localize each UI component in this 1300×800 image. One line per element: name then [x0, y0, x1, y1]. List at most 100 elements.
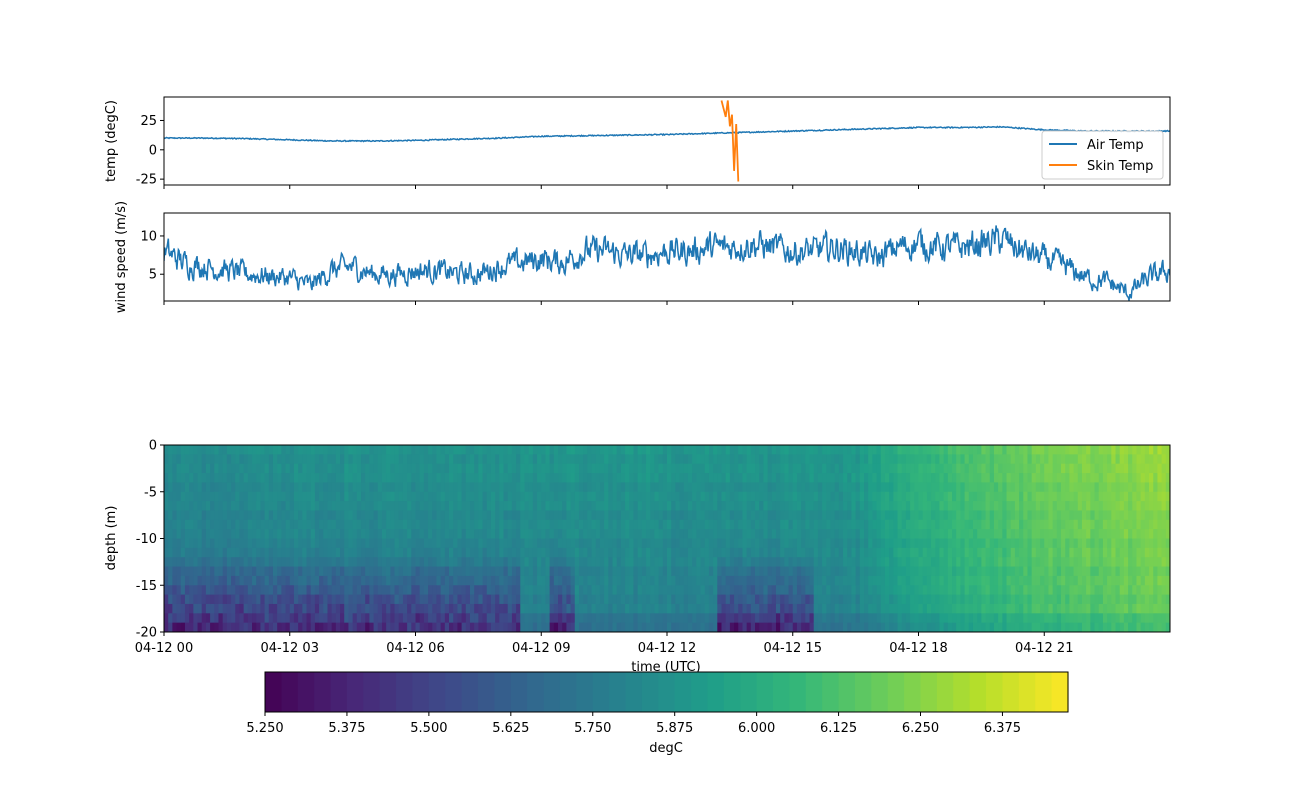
heatmap-cell — [1031, 445, 1037, 455]
heatmap-cell — [926, 622, 932, 632]
heatmap-cell — [1027, 529, 1033, 540]
heatmap-cell — [428, 547, 433, 558]
heatmap-cell — [717, 613, 723, 624]
heatmap-cell — [558, 454, 563, 465]
heatmap-cell — [905, 575, 911, 586]
heatmap-cell — [377, 454, 383, 465]
heatmap-cell — [193, 557, 199, 568]
heatmap-cell — [1081, 491, 1087, 502]
heatmap-cell — [1128, 603, 1133, 614]
colorbar-segment — [986, 672, 1004, 712]
heatmap-cell — [897, 454, 903, 465]
heatmap-cell — [193, 585, 199, 596]
heatmap-cell — [247, 463, 253, 474]
heatmap-cell — [947, 491, 953, 502]
heatmap-cell — [260, 445, 266, 455]
heatmap-cell — [650, 613, 656, 624]
heatmap-cell — [654, 547, 660, 558]
heatmap-cell — [633, 585, 639, 596]
heatmap-cell — [1056, 519, 1062, 530]
heatmap-cell — [566, 482, 572, 493]
heatmap-cell — [893, 538, 899, 549]
heatmap-cell — [243, 519, 249, 530]
heatmap-cell — [411, 463, 417, 474]
heatmap-cell — [520, 482, 526, 493]
heatmap-cell — [193, 482, 199, 493]
heatmap-cell — [868, 519, 873, 530]
heatmap-cell — [1161, 463, 1167, 474]
heatmap-cell — [1115, 463, 1121, 474]
heatmap-cell — [780, 519, 785, 530]
heatmap-cell — [905, 473, 911, 483]
heatmap-cell — [390, 613, 396, 624]
heatmap-cell — [193, 538, 199, 549]
heatmap-cell — [813, 454, 819, 465]
heatmap-cell — [591, 613, 597, 624]
heatmap-cell — [553, 529, 559, 540]
heatmap-cell — [897, 445, 903, 455]
heatmap-cell — [993, 445, 999, 455]
heatmap-cell — [428, 482, 433, 493]
heatmap-cell — [436, 501, 442, 512]
heatmap-cell — [197, 594, 203, 605]
heatmap-cell — [763, 445, 769, 455]
heatmap-cell — [1002, 585, 1008, 596]
heatmap-cell — [180, 538, 186, 549]
heatmap-cell — [1040, 519, 1045, 530]
heatmap-cell — [1014, 510, 1020, 521]
heatmap-cell — [905, 491, 911, 502]
heatmap-cell — [176, 566, 182, 577]
heatmap-cell — [742, 566, 748, 577]
heatmap-cell — [398, 473, 404, 483]
heatmap-cell — [306, 473, 312, 483]
heatmap-cell — [1019, 575, 1024, 586]
heatmap-cell — [1073, 491, 1079, 502]
heatmap-cell — [704, 557, 710, 568]
heatmap-cell — [1069, 510, 1075, 521]
heatmap-cell — [298, 622, 303, 632]
heatmap-cell — [184, 510, 190, 521]
heatmap-cell — [989, 501, 995, 512]
heatmap-cell — [268, 473, 274, 483]
heatmap-cell — [952, 529, 957, 540]
heatmap-cell — [469, 585, 475, 596]
heatmap-cell — [1128, 622, 1133, 632]
heatmap-cell — [914, 622, 920, 632]
heatmap-cell — [1031, 519, 1037, 530]
heatmap-cell — [972, 482, 978, 493]
heatmap-cell — [578, 510, 584, 521]
heatmap-cell — [985, 491, 991, 502]
heatmap-cell — [872, 501, 878, 512]
heatmap-cell — [977, 594, 982, 605]
heatmap-cell — [847, 463, 853, 474]
heatmap-cell — [905, 603, 911, 614]
heatmap-cell — [893, 473, 899, 483]
heatmap-cell — [1102, 622, 1108, 632]
heatmap-cell — [340, 473, 345, 483]
heatmap-cell — [868, 622, 873, 632]
heatmap-cell — [1044, 613, 1050, 624]
heatmap-cell — [595, 519, 601, 530]
heatmap-cell — [495, 566, 500, 577]
heatmap-cell — [377, 519, 383, 530]
heatmap-cell — [591, 557, 597, 568]
heatmap-cell — [1048, 594, 1054, 605]
heatmap-cell — [755, 473, 760, 483]
heatmap-cell — [947, 445, 953, 455]
heatmap-cell — [935, 603, 941, 614]
heatmap-cell — [440, 585, 446, 596]
heatmap-cell — [612, 501, 618, 512]
heatmap-cell — [352, 603, 358, 614]
heatmap-cell — [1023, 482, 1029, 493]
heatmap-cell — [1081, 510, 1087, 521]
colorbar-segment — [969, 672, 987, 712]
heatmap-cell — [1077, 473, 1083, 483]
heatmap-cell — [1115, 445, 1121, 455]
heatmap-cell — [365, 622, 370, 632]
heatmap-cell — [532, 603, 538, 614]
heatmap-cell — [641, 445, 647, 455]
heatmap-cell — [293, 613, 299, 624]
heatmap-cell — [264, 463, 270, 474]
heatmap-cell — [319, 575, 324, 586]
heatmap-cell — [268, 575, 274, 586]
